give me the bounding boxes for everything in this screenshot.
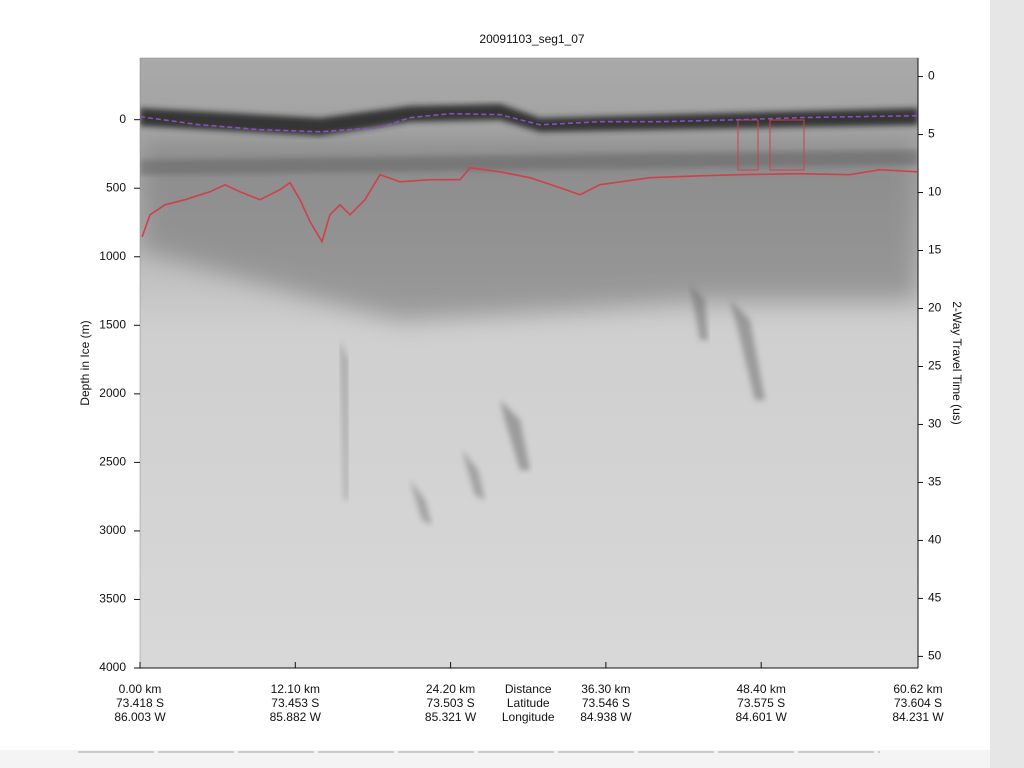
y2-tick-label: 40 bbox=[928, 533, 942, 547]
y2-tick-label: 15 bbox=[928, 243, 942, 257]
y2-tick-label: 35 bbox=[928, 475, 942, 489]
y-tick-label: 500 bbox=[106, 180, 126, 194]
x-tick-distance: 12.10 km bbox=[271, 682, 320, 696]
y-tick-label: 4000 bbox=[99, 660, 126, 674]
y2-axis-label: 2-Way Travel Time (us) bbox=[950, 301, 964, 425]
y2-tick-label: 30 bbox=[928, 417, 942, 431]
x-row-name: Distance bbox=[505, 682, 552, 696]
y-tick-label: 2000 bbox=[99, 386, 126, 400]
x-tick-latitude: 73.604 S bbox=[894, 696, 942, 710]
x-row-name: Longitude bbox=[502, 710, 555, 724]
x-tick-longitude: 84.938 W bbox=[580, 710, 632, 724]
y-tick-label: 3000 bbox=[99, 523, 126, 537]
x-tick-latitude: 73.503 S bbox=[427, 696, 475, 710]
x-tick-longitude: 84.601 W bbox=[735, 710, 787, 724]
x-tick-longitude: 84.231 W bbox=[892, 710, 944, 724]
x-tick-distance: 48.40 km bbox=[736, 682, 785, 696]
x-tick-distance: 24.20 km bbox=[426, 682, 475, 696]
chart-title: 20091103_seg1_07 bbox=[479, 32, 585, 46]
y2-tick-label: 50 bbox=[928, 649, 942, 663]
y2-tick-label: 0 bbox=[928, 69, 935, 83]
pick-line bbox=[139, 112, 918, 133]
pick-line bbox=[141, 166, 918, 244]
y-tick-label: 1000 bbox=[99, 249, 126, 263]
x-tick-latitude: 73.453 S bbox=[271, 696, 319, 710]
x-tick-longitude: 85.882 W bbox=[270, 710, 322, 724]
x-tick-distance: 0.00 km bbox=[119, 682, 162, 696]
y2-tick-label: 25 bbox=[928, 359, 942, 373]
y-tick-label: 0 bbox=[119, 112, 126, 126]
x-tick-distance: 60.62 km bbox=[893, 682, 942, 696]
x-tick-latitude: 73.575 S bbox=[737, 696, 785, 710]
x-tick-longitude: 85.321 W bbox=[425, 710, 477, 724]
y2-tick-label: 10 bbox=[928, 185, 942, 199]
y-tick-label: 1500 bbox=[99, 317, 126, 331]
y-axis-label: Depth in Ice (m) bbox=[78, 320, 92, 405]
echogram-image bbox=[140, 58, 918, 668]
x-tick-longitude: 86.003 W bbox=[114, 710, 166, 724]
x-row-name: Latitude bbox=[507, 696, 550, 710]
y-tick-label: 3500 bbox=[99, 592, 126, 606]
y-tick-label: 2500 bbox=[99, 455, 126, 469]
side-strip bbox=[990, 0, 1024, 768]
y2-tick-label: 5 bbox=[928, 127, 935, 141]
bottom-strip bbox=[0, 750, 990, 768]
x-tick-latitude: 73.418 S bbox=[116, 696, 164, 710]
y2-tick-label: 45 bbox=[928, 591, 942, 605]
x-tick-distance: 36.30 km bbox=[581, 682, 630, 696]
y2-tick-label: 20 bbox=[928, 301, 942, 315]
x-tick-latitude: 73.546 S bbox=[582, 696, 630, 710]
